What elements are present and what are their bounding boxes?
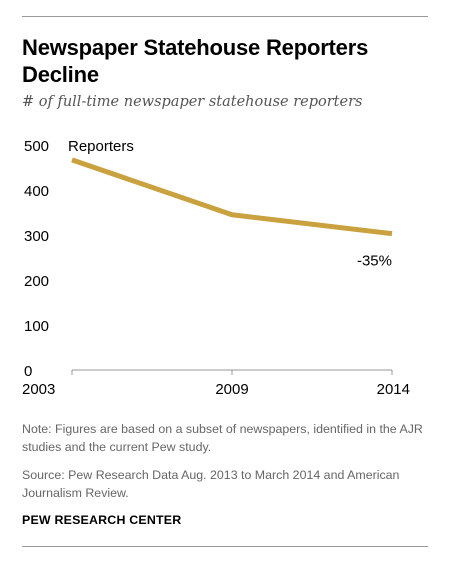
top-rule: [22, 16, 428, 17]
annotation-change-label: -35%: [357, 253, 392, 270]
series-group: [71, 157, 393, 237]
y-axis: 0 100 200 300 400 500 Reporters: [24, 138, 134, 380]
line-chart: 0 100 200 300 400 500 Reporters 2003 2009 2014 -…: [22, 138, 410, 398]
y-tick-label-500: 500: [24, 138, 49, 155]
chart-title: Newspaper Statehouse Reporters Decline: [22, 35, 369, 87]
y-tick-label-0: 0: [24, 363, 32, 380]
footnote-note: Note: Figures are based on a subset of n…: [22, 422, 423, 454]
y-tick-label-400: 400: [24, 183, 49, 200]
x-tick-label-2014: 2014: [377, 381, 410, 398]
footnote-source: Source: Pew Research Data Aug. 2013 to M…: [22, 468, 400, 500]
x-axis: 2003 2009 2014: [22, 369, 410, 398]
y-tick-label-100: 100: [24, 318, 49, 335]
brand-logo-text: PEW RESEARCH CENTER: [22, 513, 182, 527]
bottom-rule: [22, 546, 428, 547]
y-tick-label-200: 200: [24, 273, 49, 290]
series-line-0: [71, 157, 393, 237]
y-axis-label: Reporters: [68, 138, 134, 155]
chart-subtitle: # of full-time newspaper statehouse repo…: [22, 94, 363, 110]
y-tick-label-300: 300: [24, 228, 49, 245]
x-tick-label-2009: 2009: [215, 381, 248, 398]
x-tick-label-2003: 2003: [22, 381, 55, 398]
annotations: -35%: [357, 253, 392, 270]
